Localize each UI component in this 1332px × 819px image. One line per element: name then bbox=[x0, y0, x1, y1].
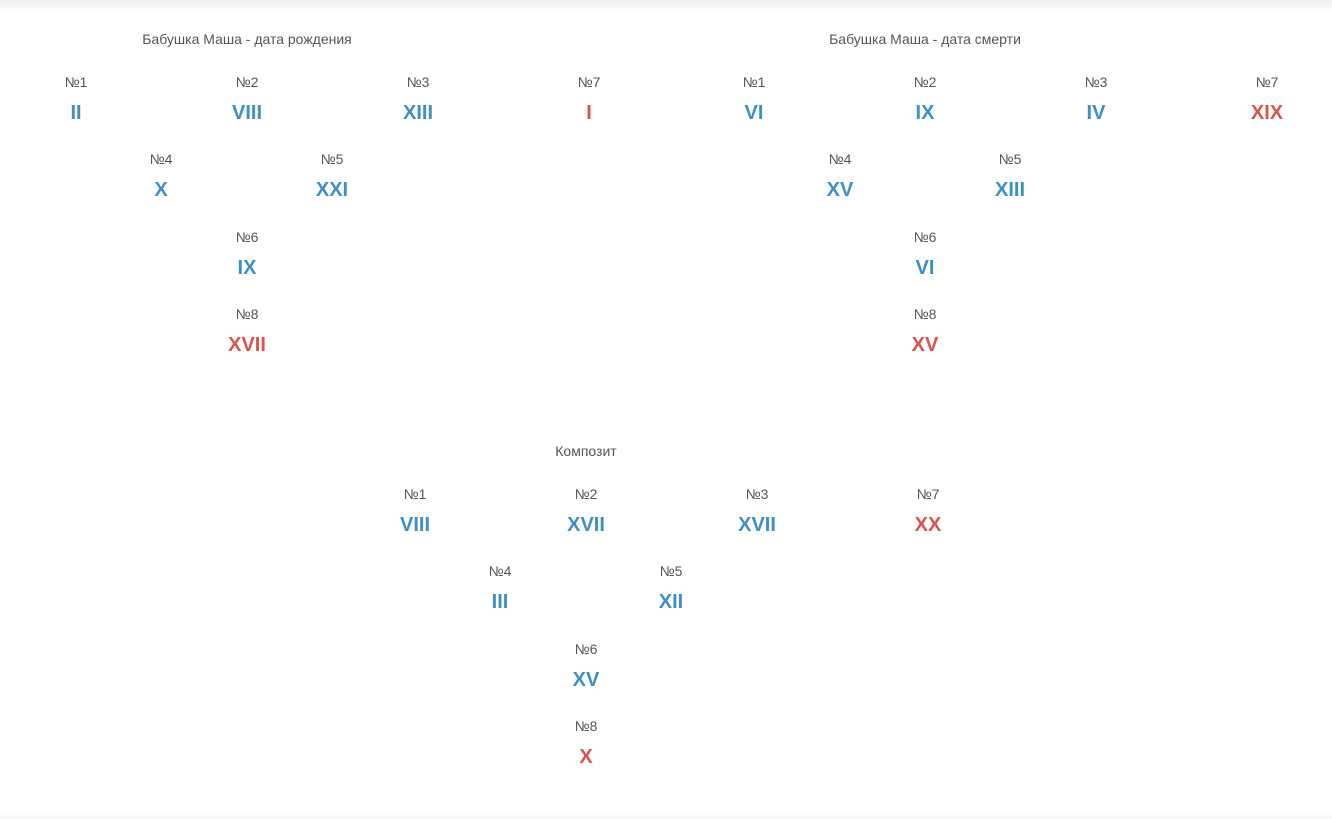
composite-title: Композит bbox=[555, 443, 617, 459]
composite-value-3: XVII bbox=[738, 514, 776, 536]
composite-label-5: №5 bbox=[659, 563, 683, 579]
composite-label-7: №7 bbox=[916, 486, 940, 502]
death-cell-4: №4 XV bbox=[827, 150, 854, 202]
death-cell-7: №7 XIX bbox=[1251, 73, 1283, 125]
birth-label-2: №2 bbox=[235, 74, 259, 90]
death-label-5: №5 bbox=[998, 151, 1022, 167]
composite-cell-4: №4 III bbox=[489, 562, 512, 614]
death-cell-2: №2 IX bbox=[914, 73, 937, 125]
death-cell-6: №6 VI bbox=[914, 228, 937, 280]
death-value-2: IX bbox=[915, 102, 935, 124]
composite-label-6: №6 bbox=[574, 641, 598, 657]
birth-value-4: X bbox=[154, 179, 168, 201]
birth-label-6: №6 bbox=[235, 229, 259, 245]
composite-cell-6: №6 XV bbox=[573, 640, 600, 692]
birth-label-8: №8 bbox=[235, 306, 259, 322]
birth-value-5: XXI bbox=[315, 179, 349, 201]
composite-value-4: III bbox=[491, 591, 509, 613]
birth-value-3: XIII bbox=[402, 102, 434, 124]
death-label-1: №1 bbox=[742, 74, 766, 90]
birth-value-7: I bbox=[586, 102, 592, 124]
composite-value-7: XX bbox=[914, 514, 942, 536]
birth-cell-1: №1 II bbox=[65, 73, 88, 125]
birth-label-7: №7 bbox=[577, 74, 601, 90]
birth-label-3: №3 bbox=[406, 74, 430, 90]
death-cell-5: №5 XIII bbox=[995, 150, 1025, 202]
death-label-4: №4 bbox=[828, 151, 852, 167]
birth-cell-5: №5 XXI bbox=[316, 150, 348, 202]
composite-label-2: №2 bbox=[574, 486, 598, 502]
death-label-8: №8 bbox=[913, 306, 937, 322]
death-value-1: VI bbox=[744, 102, 764, 124]
birth-label-5: №5 bbox=[320, 151, 344, 167]
composite-cell-1: №1 VIII bbox=[400, 485, 430, 537]
birth-cell-6: №6 IX bbox=[236, 228, 259, 280]
death-value-7: XIX bbox=[1250, 102, 1284, 124]
composite-value-2: XVII bbox=[567, 514, 605, 536]
composite-value-6: XV bbox=[572, 669, 600, 691]
composite-label-8: №8 bbox=[574, 718, 598, 734]
death-value-8: XV bbox=[911, 334, 939, 356]
death-label-7: №7 bbox=[1255, 74, 1279, 90]
death-value-6: VI bbox=[915, 257, 935, 279]
composite-label-3: №3 bbox=[745, 486, 769, 502]
death-cell-3: №3 IV bbox=[1085, 73, 1108, 125]
death-value-4: XV bbox=[826, 179, 854, 201]
death-title: Бабушка Маша - дата смерти bbox=[829, 31, 1021, 47]
composite-label-4: №4 bbox=[488, 563, 512, 579]
death-label-3: №3 bbox=[1084, 74, 1108, 90]
composite-label-1: №1 bbox=[403, 486, 427, 502]
birth-title: Бабушка Маша - дата рождения bbox=[142, 31, 352, 47]
birth-cell-3: №3 XIII bbox=[403, 73, 433, 125]
death-cell-8: №8 XV bbox=[912, 305, 939, 357]
birth-value-1: II bbox=[70, 102, 82, 124]
birth-label-4: №4 bbox=[149, 151, 173, 167]
composite-cell-2: №2 XVII bbox=[567, 485, 605, 537]
death-label-6: №6 bbox=[913, 229, 937, 245]
birth-value-6: IX bbox=[237, 257, 257, 279]
birth-cell-2: №2 VIII bbox=[232, 73, 262, 125]
birth-cell-4: №4 X bbox=[150, 150, 173, 202]
death-cell-1: №1 VI bbox=[743, 73, 766, 125]
composite-cell-8: №8 X bbox=[575, 717, 598, 769]
composite-cell-5: №5 XII bbox=[659, 562, 683, 614]
bottom-shadow bbox=[0, 813, 1332, 819]
birth-cell-7: №7 I bbox=[578, 73, 601, 125]
composite-cell-3: №3 XVII bbox=[738, 485, 776, 537]
composite-value-5: XII bbox=[658, 591, 684, 613]
composite-cell-7: №7 XX bbox=[915, 485, 942, 537]
death-value-3: IV bbox=[1086, 102, 1106, 124]
birth-label-1: №1 bbox=[64, 74, 88, 90]
composite-value-1: VIII bbox=[399, 514, 431, 536]
death-value-5: XIII bbox=[994, 179, 1026, 201]
birth-cell-8: №8 XVII bbox=[228, 305, 266, 357]
death-label-2: №2 bbox=[913, 74, 937, 90]
birth-value-8: XVII bbox=[228, 334, 266, 356]
composite-value-8: X bbox=[579, 746, 593, 768]
top-shadow bbox=[0, 0, 1332, 12]
birth-value-2: VIII bbox=[231, 102, 263, 124]
